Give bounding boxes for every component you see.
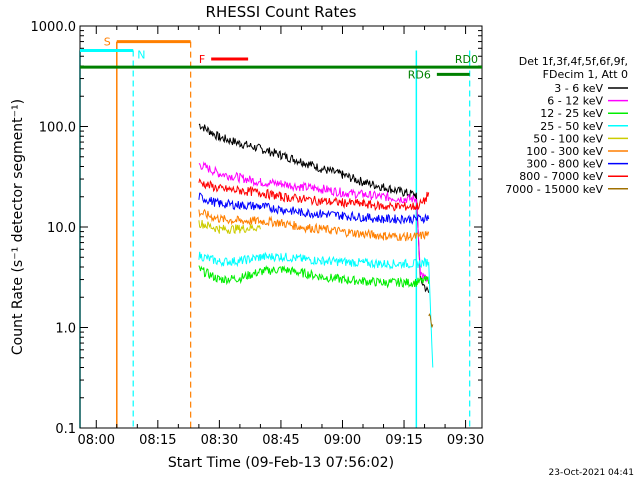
x-tick-label: 09:15 [385, 433, 422, 448]
series-line [198, 251, 434, 368]
series-line [198, 161, 429, 283]
legend-entry-label: 3 - 6 keV [554, 82, 603, 95]
series-line [198, 123, 430, 293]
annotation-label-rd0: RD0 [455, 53, 478, 66]
x-tick-label: 08:00 [78, 433, 115, 448]
series-layer [198, 123, 434, 368]
x-tick-label: 08:45 [262, 433, 299, 448]
legend-entry-label: 6 - 12 keV [547, 95, 603, 108]
x-tick-label: 08:30 [201, 433, 238, 448]
series-6 [198, 192, 430, 225]
legend: Det 1f,3f,4f,5f,6f,9f,FDecim 1, Att 03 -… [505, 55, 628, 196]
series-8 [428, 313, 434, 328]
series-2 [198, 264, 430, 289]
y-tick-label: 1000.0 [31, 20, 77, 35]
y-axis-label: Count Rate (s⁻¹ detector segment⁻¹) [10, 99, 26, 355]
series-line [428, 313, 434, 328]
series-0 [198, 123, 430, 293]
y-tick-label: 100.0 [39, 121, 76, 136]
series-line [198, 178, 430, 212]
series-line [198, 192, 430, 225]
legend-entry-label: 50 - 100 keV [533, 132, 603, 145]
series-3 [198, 251, 434, 368]
x-tick-label: 08:15 [139, 433, 176, 448]
x-axis-label: Start Time (09-Feb-13 07:56:02) [168, 455, 394, 471]
x-axis: 08:00 08:15 08:30 08:45 09:00 09:15 09:30 [78, 26, 484, 448]
series-line [198, 208, 430, 242]
legend-header-line: Det 1f,3f,4f,5f,6f,9f, [519, 55, 628, 68]
y-tick-label: 0.1 [55, 422, 76, 437]
x-tick-label: 09:30 [447, 433, 484, 448]
footer-timestamp: 23-Oct-2021 04:41 [549, 468, 634, 478]
legend-header-line: FDecim 1, Att 0 [543, 68, 628, 81]
series-line [198, 264, 430, 289]
series-7 [198, 178, 430, 212]
series-1 [198, 161, 429, 283]
legend-entry-label: 7000 - 15000 keV [505, 183, 603, 196]
annotation-labels: S N F RD0 RD6 [80, 36, 482, 81]
legend-entry-label: 800 - 7000 keV [519, 170, 603, 183]
legend-entry-label: 100 - 300 keV [526, 145, 603, 158]
annotation-label-f: F [199, 53, 205, 66]
y-tick-label: 1.0 [55, 322, 76, 337]
series-line [198, 220, 261, 235]
chart-title: RHESSI Count Rates [206, 3, 357, 21]
annotation-label-n: N [137, 49, 145, 62]
legend-entry-label: 12 - 25 keV [540, 107, 603, 120]
y-axis: 0.1 1.0 10.0 100.0 1000.0 [31, 20, 482, 437]
series-4 [198, 220, 261, 235]
annotation-label-s: S [104, 36, 111, 49]
annotation-label-rd6: RD6 [408, 68, 431, 81]
y-tick-label: 10.0 [47, 221, 76, 236]
legend-entry-label: 25 - 50 keV [540, 120, 603, 133]
series-5 [198, 208, 430, 242]
plot-area-frame [79, 25, 483, 429]
x-tick-label: 09:00 [324, 433, 361, 448]
legend-entry-label: 300 - 800 keV [526, 158, 603, 171]
